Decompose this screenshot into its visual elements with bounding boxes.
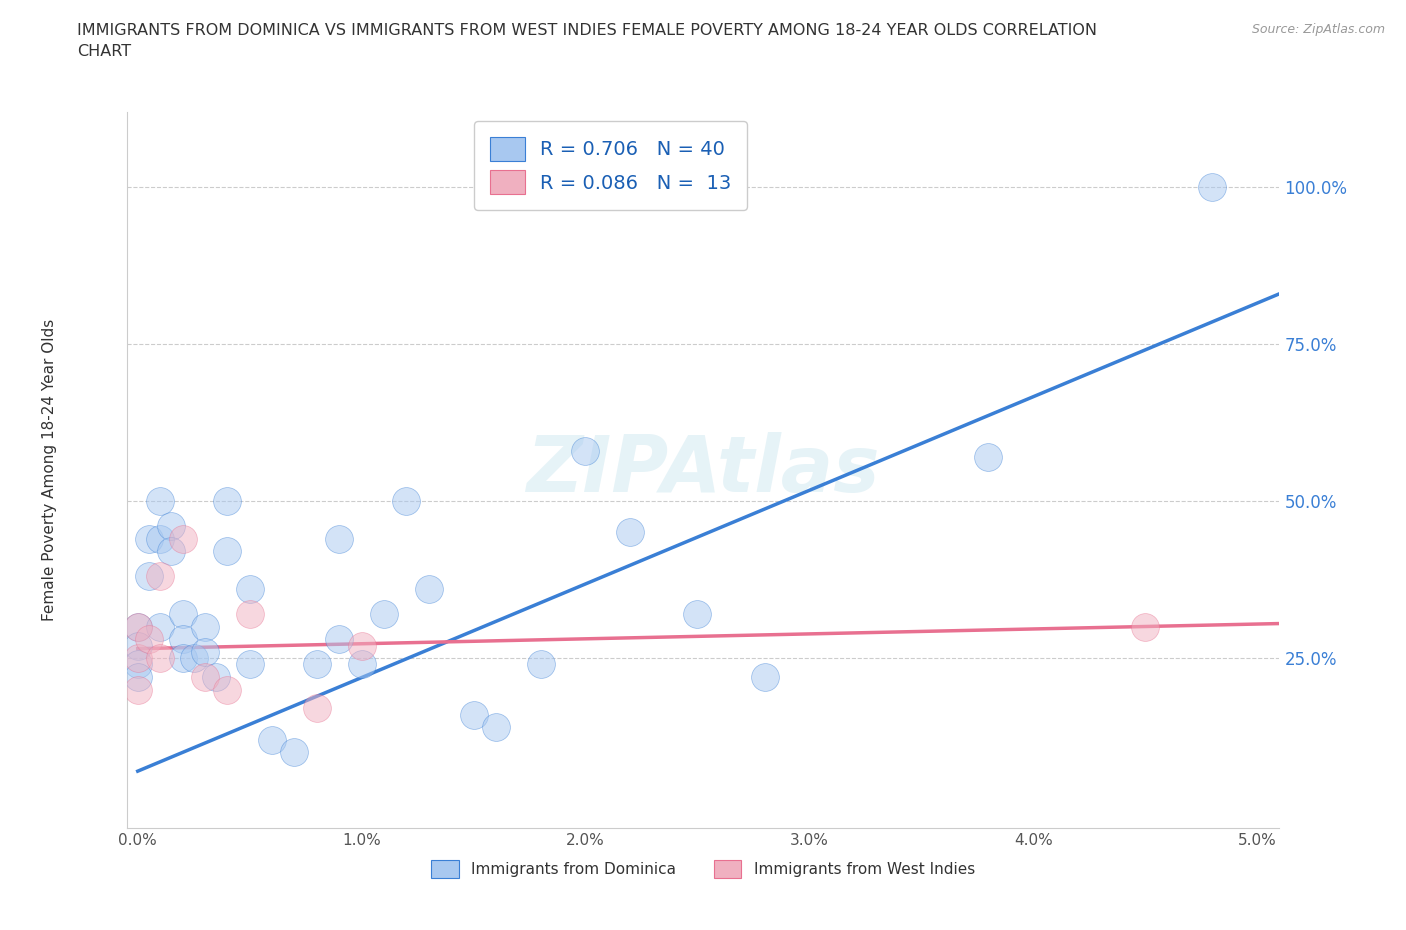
Point xyxy=(754,670,776,684)
Point xyxy=(260,732,283,747)
Point xyxy=(305,657,328,671)
Point xyxy=(127,670,149,684)
Text: ZIPAtlas: ZIPAtlas xyxy=(526,432,880,508)
Point xyxy=(350,638,373,653)
Y-axis label: Female Poverty Among 18-24 Year Olds: Female Poverty Among 18-24 Year Olds xyxy=(42,318,58,621)
Point xyxy=(239,606,262,621)
Point xyxy=(328,631,350,646)
Text: CHART: CHART xyxy=(77,44,131,59)
Point xyxy=(194,619,217,634)
Text: Source: ZipAtlas.com: Source: ZipAtlas.com xyxy=(1251,23,1385,36)
Point xyxy=(172,531,194,546)
Point xyxy=(205,670,228,684)
Point xyxy=(149,531,172,546)
Point xyxy=(194,644,217,659)
Point xyxy=(328,531,350,546)
Point xyxy=(127,657,149,671)
Point xyxy=(160,544,183,559)
Point xyxy=(686,606,709,621)
Point xyxy=(1201,179,1223,194)
Point xyxy=(217,494,239,509)
Point xyxy=(530,657,553,671)
Point xyxy=(127,638,149,653)
Point xyxy=(217,544,239,559)
Point xyxy=(239,581,262,596)
Point xyxy=(172,606,194,621)
Legend: Immigrants from Dominica, Immigrants from West Indies: Immigrants from Dominica, Immigrants fro… xyxy=(425,854,981,884)
Point xyxy=(160,519,183,534)
Point xyxy=(305,701,328,716)
Point xyxy=(127,682,149,697)
Point xyxy=(619,525,641,540)
Point xyxy=(183,651,205,666)
Point xyxy=(138,631,160,646)
Point xyxy=(463,707,485,722)
Point xyxy=(127,651,149,666)
Point xyxy=(1133,619,1156,634)
Point xyxy=(239,657,262,671)
Point xyxy=(172,631,194,646)
Point xyxy=(373,606,395,621)
Point xyxy=(149,494,172,509)
Point xyxy=(283,745,305,760)
Point xyxy=(138,569,160,584)
Point xyxy=(127,619,149,634)
Point xyxy=(138,531,160,546)
Point xyxy=(418,581,440,596)
Point xyxy=(217,682,239,697)
Point xyxy=(172,651,194,666)
Point xyxy=(350,657,373,671)
Point xyxy=(127,619,149,634)
Point xyxy=(574,444,596,458)
Point xyxy=(149,569,172,584)
Point xyxy=(485,720,508,735)
Point xyxy=(149,619,172,634)
Point xyxy=(194,670,217,684)
Text: IMMIGRANTS FROM DOMINICA VS IMMIGRANTS FROM WEST INDIES FEMALE POVERTY AMONG 18-: IMMIGRANTS FROM DOMINICA VS IMMIGRANTS F… xyxy=(77,23,1097,38)
Point xyxy=(977,449,1000,464)
Point xyxy=(149,651,172,666)
Point xyxy=(395,494,418,509)
